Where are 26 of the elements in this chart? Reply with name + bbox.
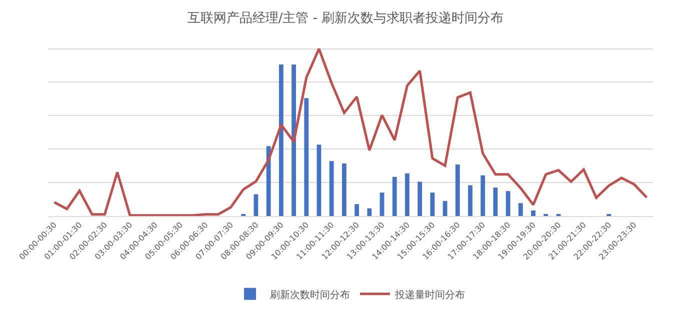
bar: [418, 182, 422, 216]
bar: [316, 144, 322, 216]
bar: [278, 64, 284, 216]
bar: [292, 64, 296, 216]
bar: [380, 192, 384, 216]
bar: [367, 208, 372, 216]
bar: [506, 191, 510, 216]
bar: [392, 176, 397, 216]
legend-label: 投递量时间分布: [394, 288, 465, 301]
bar: [342, 164, 346, 216]
bar: [354, 204, 360, 216]
bar: [304, 98, 309, 216]
bar: [480, 175, 486, 216]
bar: [493, 188, 498, 216]
bar: [518, 203, 523, 216]
bar: [266, 146, 271, 216]
legend-label: 刷新次数时间分布: [270, 288, 350, 301]
bar: [254, 194, 258, 216]
bar: [405, 173, 410, 216]
bar: [329, 161, 334, 216]
bar: [468, 185, 472, 216]
bar: [430, 192, 435, 216]
chart-title: 互联网产品经理/主管 - 刷新次数与求职者投递时间分布: [187, 10, 504, 26]
bar: [531, 210, 536, 216]
bar: [442, 200, 448, 216]
bar: [455, 164, 460, 216]
